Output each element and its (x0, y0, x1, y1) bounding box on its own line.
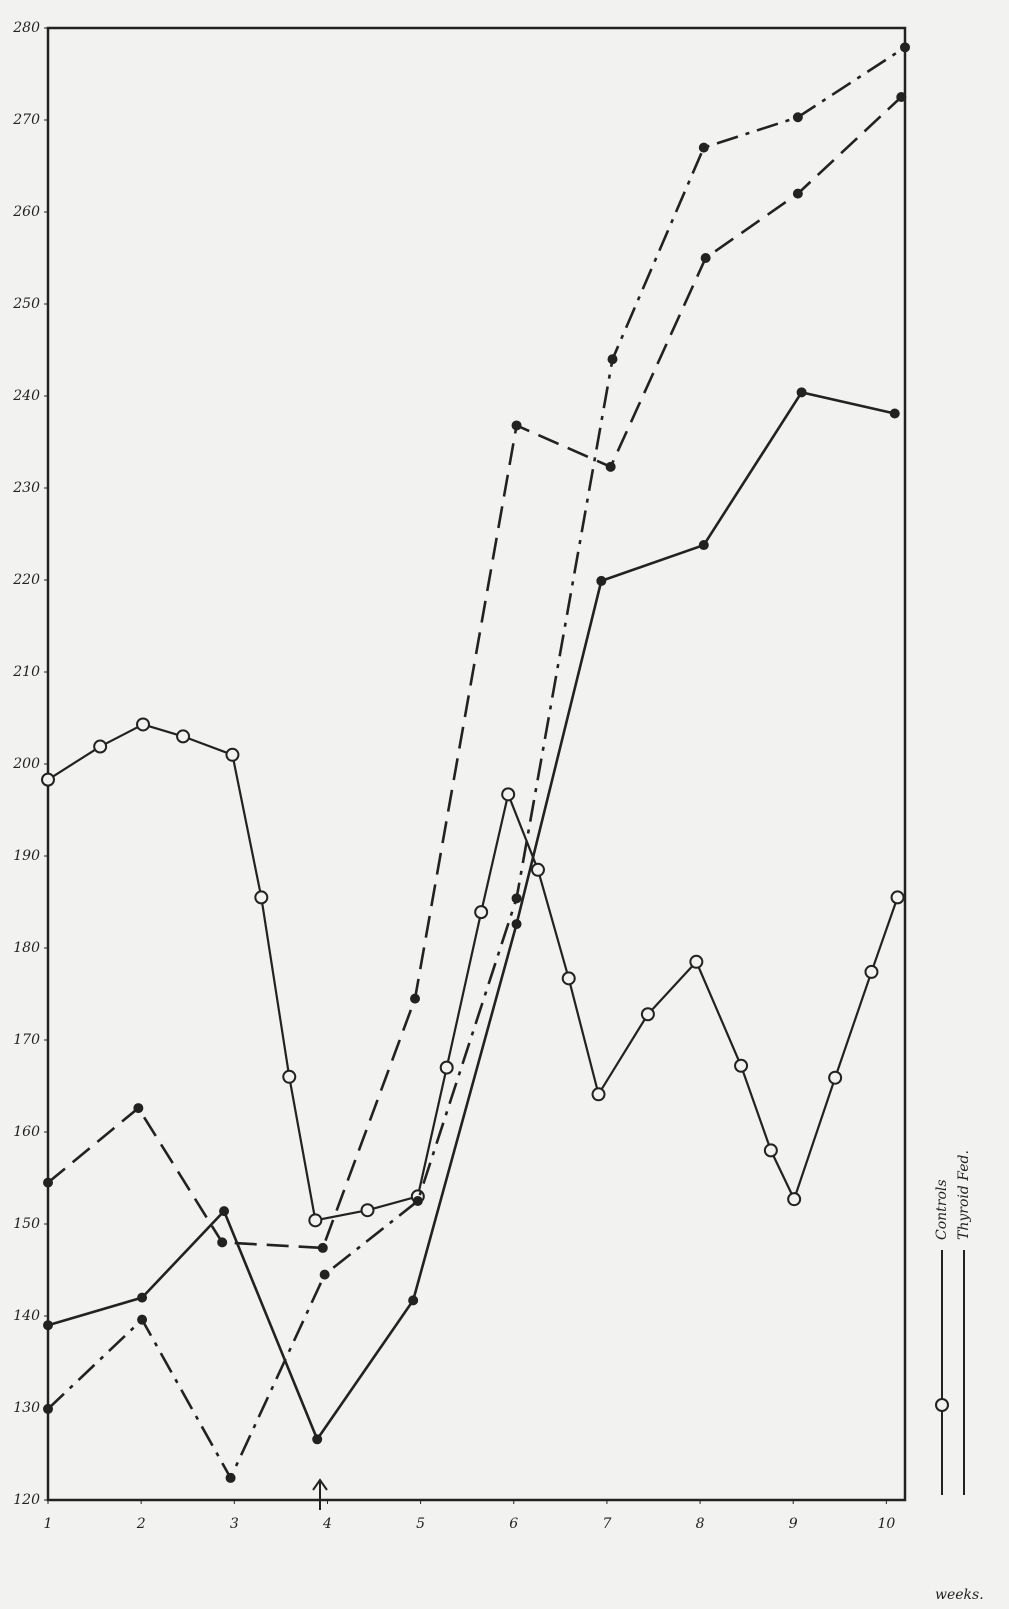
y-tick-label: 190 (13, 848, 40, 864)
x-axis-label: weeks. (935, 1587, 984, 1603)
data-point (227, 1474, 235, 1482)
x-tick-label: 10 (877, 1516, 895, 1532)
data-point (702, 254, 710, 262)
data-point (609, 355, 617, 363)
data-point (765, 1144, 777, 1156)
x-tick-label: 2 (136, 1516, 146, 1532)
x-tick-label: 7 (602, 1516, 611, 1532)
data-point (897, 93, 905, 101)
x-tick-label: 9 (789, 1516, 798, 1532)
data-point (42, 774, 54, 786)
legend-label: Controls (934, 1179, 950, 1240)
data-point (794, 190, 802, 198)
data-point (597, 577, 605, 585)
data-point (44, 1179, 52, 1187)
data-point (593, 1088, 605, 1100)
data-point (138, 1316, 146, 1324)
data-point (892, 891, 904, 903)
y-tick-label: 210 (12, 664, 40, 680)
y-tick-label: 180 (13, 940, 40, 956)
data-point (700, 144, 708, 152)
data-point (255, 891, 267, 903)
y-tick-label: 270 (12, 112, 40, 128)
data-point (690, 956, 702, 968)
data-point (788, 1193, 800, 1205)
y-tick-label: 160 (13, 1124, 40, 1140)
data-point (138, 1294, 146, 1302)
data-point (283, 1071, 295, 1083)
y-tick-label: 200 (12, 756, 40, 772)
data-point (563, 972, 575, 984)
data-point (475, 906, 487, 918)
data-point (513, 421, 521, 429)
data-point (901, 43, 909, 51)
data-point (794, 113, 802, 121)
y-tick-label: 150 (13, 1216, 40, 1232)
y-tick-label: 230 (12, 480, 40, 496)
data-point (313, 1435, 321, 1443)
y-tick-label: 120 (13, 1492, 40, 1508)
x-tick-label: 1 (44, 1516, 53, 1532)
data-point (44, 1321, 52, 1329)
data-point (607, 463, 615, 471)
data-point (177, 730, 189, 742)
legend-marker (936, 1399, 948, 1411)
x-tick-label: 4 (322, 1516, 332, 1532)
y-tick-label: 240 (12, 388, 40, 404)
x-tick-label: 3 (230, 1516, 239, 1532)
data-point (502, 788, 514, 800)
data-point (642, 1008, 654, 1020)
data-point (94, 741, 106, 753)
data-point (891, 409, 899, 417)
legend-label: Thyroid Fed. (956, 1150, 972, 1240)
data-point (513, 894, 521, 902)
y-tick-label: 260 (12, 204, 40, 220)
data-point (134, 1104, 142, 1112)
y-tick-label: 280 (12, 20, 40, 36)
data-point (513, 920, 521, 928)
data-point (137, 718, 149, 730)
data-point (700, 541, 708, 549)
data-point (226, 749, 238, 761)
data-point (218, 1238, 226, 1246)
data-point (414, 1197, 422, 1205)
data-point (220, 1207, 228, 1215)
data-point (309, 1214, 321, 1226)
background (0, 0, 1009, 1609)
chart: weeks. 120130140150160170180190200210220… (0, 0, 1009, 1609)
y-tick-label: 170 (13, 1032, 40, 1048)
data-point (829, 1072, 841, 1084)
data-point (865, 966, 877, 978)
data-point (441, 1062, 453, 1074)
data-point (735, 1060, 747, 1072)
y-tick-label: 140 (13, 1308, 40, 1324)
x-tick-label: 5 (416, 1516, 425, 1532)
data-point (362, 1204, 374, 1216)
data-point (319, 1244, 327, 1252)
y-tick-label: 250 (12, 296, 40, 312)
data-point (409, 1296, 417, 1304)
data-point (411, 995, 419, 1003)
x-tick-label: 8 (696, 1516, 705, 1532)
y-tick-label: 220 (12, 572, 40, 588)
x-tick-label: 6 (509, 1516, 518, 1532)
data-point (44, 1405, 52, 1413)
data-point (798, 388, 806, 396)
y-tick-label: 130 (13, 1400, 40, 1416)
data-point (532, 864, 544, 876)
data-point (321, 1271, 329, 1279)
